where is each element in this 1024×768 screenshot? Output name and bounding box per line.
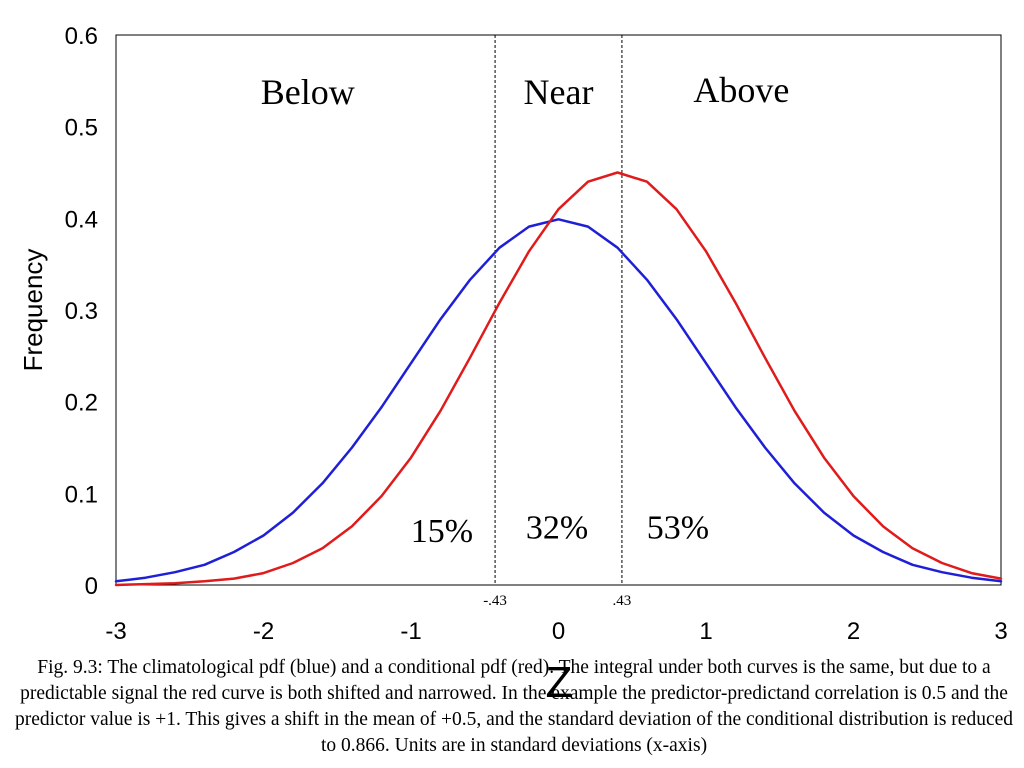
pct-label-near: 32% — [526, 509, 588, 546]
y-tick-label: 0.1 — [65, 481, 98, 508]
y-tick-label: 0.3 — [65, 298, 98, 325]
y-tick-label: 0.4 — [65, 206, 98, 233]
x-tick-label: -2 — [253, 618, 274, 645]
x-tick-label: 2 — [847, 618, 860, 645]
plot-frame — [115, 34, 1002, 586]
x-tick-label: 0 — [552, 618, 565, 645]
region-label-near: Near — [524, 72, 594, 112]
x-tick-label: -1 — [400, 618, 421, 645]
y-tick-labels: 0 0.1 0.2 0.3 0.4 0.5 0.6 — [65, 23, 98, 600]
series-line-0 — [114, 218, 1003, 583]
series-lines — [114, 171, 1003, 587]
cutoff-label-1: .43 — [613, 593, 632, 609]
y-tick-label: 0.5 — [65, 115, 98, 142]
x-tick-label: 1 — [699, 618, 712, 645]
pct-label-below: 15% — [411, 513, 473, 550]
figure-caption: Fig. 9.3: The climatological pdf (blue) … — [14, 657, 1014, 756]
y-axis-title: Frequency — [18, 249, 48, 372]
x-tick-label: -3 — [105, 618, 126, 645]
x-axis-title: Z — [546, 658, 573, 707]
region-label-below: Below — [261, 72, 355, 112]
y-tick-label: 0 — [85, 573, 98, 600]
x-tick-label: 3 — [994, 618, 1007, 645]
region-label-above: Above — [693, 70, 789, 110]
y-tick-label: 0.6 — [65, 23, 98, 50]
x-tick-labels: -3 -2 -1 0 1 2 3 — [105, 618, 1007, 645]
cutoff-label-0: -.43 — [483, 593, 507, 609]
series-line-1 — [114, 171, 1003, 587]
y-tick-label: 0.2 — [65, 390, 98, 417]
pct-label-above: 53% — [647, 509, 709, 546]
